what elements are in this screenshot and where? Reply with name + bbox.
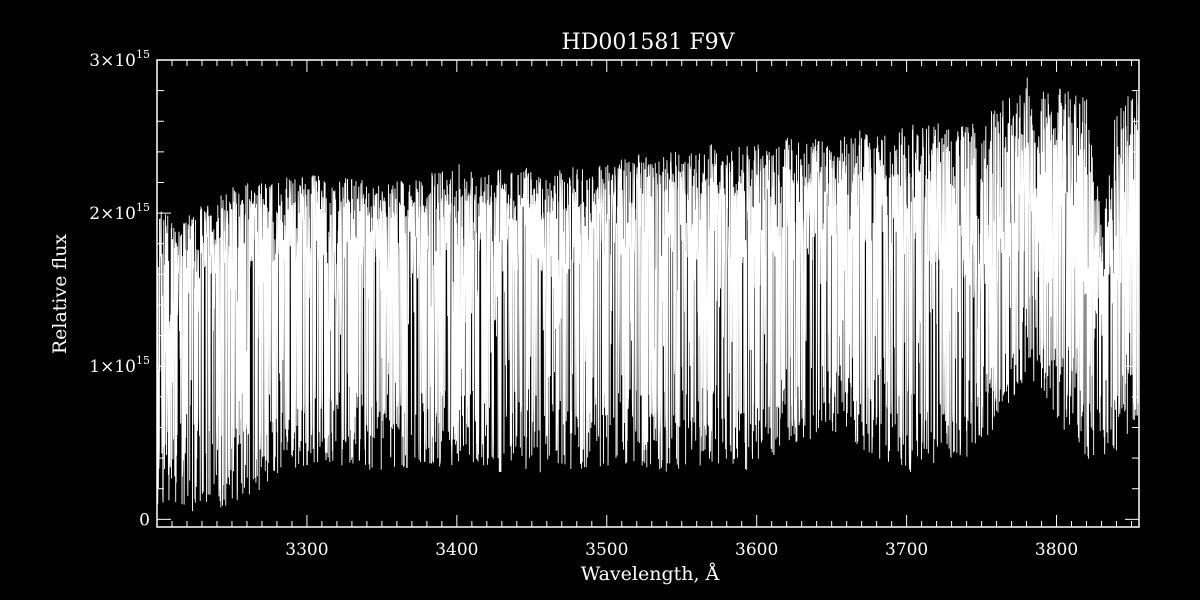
x-axis-title: Wavelength, Å	[581, 563, 720, 585]
y-axis: 0 1×1015 2×1015 3×1015	[89, 48, 1139, 530]
x-axis: 3300 3400 3500 3600 3700 3800	[156, 60, 1133, 560]
y-tick-label: 1×1015	[89, 354, 150, 377]
x-tick-label: 3800	[1035, 540, 1078, 560]
spectrum-line	[156, 77, 1140, 512]
plot-frame	[156, 59, 1140, 528]
y-tick-label: 3×1015	[89, 48, 150, 71]
x-tick-label: 3400	[435, 540, 478, 560]
y-tick-label: 0	[139, 510, 150, 530]
x-tick-label: 3600	[735, 540, 778, 560]
x-tick-label: 3300	[285, 540, 328, 560]
x-tick-label: 3500	[585, 540, 628, 560]
y-axis-title: Relative flux	[49, 234, 71, 355]
x-tick-label: 3700	[885, 540, 928, 560]
chart-title: HD001581 F9V	[562, 30, 736, 55]
y-tick-label: 2×1015	[89, 201, 150, 224]
